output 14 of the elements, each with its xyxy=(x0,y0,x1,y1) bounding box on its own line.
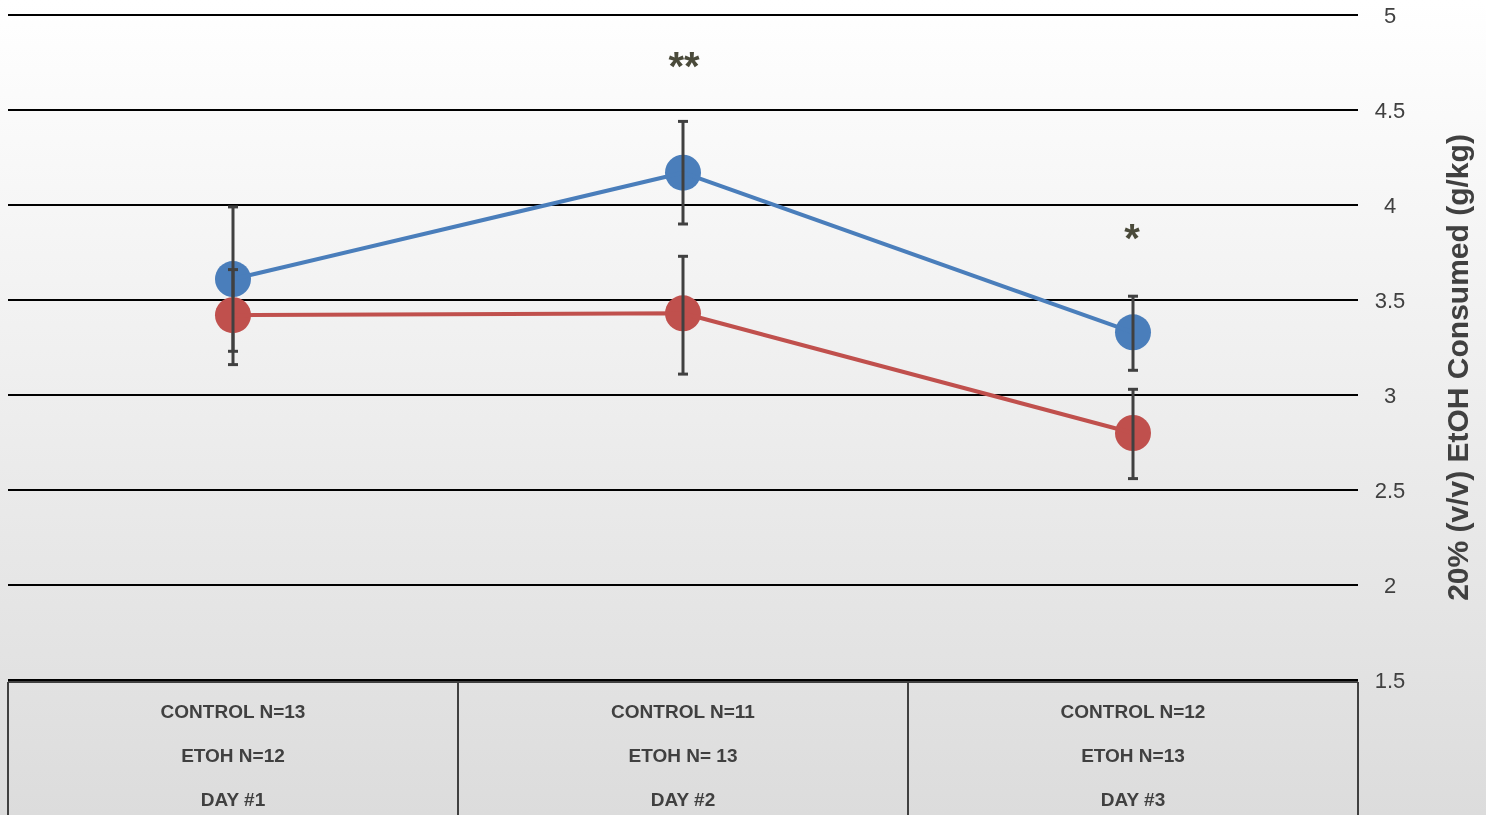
y-tick-label: 3.5 xyxy=(1374,287,1406,313)
category-label: CONTROL N=12 ETOH N=13 DAY #3 xyxy=(1060,701,1206,810)
y-tick-label: 4.5 xyxy=(1374,97,1406,123)
y-tick-label: 2 xyxy=(1383,572,1397,598)
y-tick-label: 5 xyxy=(1383,2,1397,28)
y-tick-label: 2.5 xyxy=(1374,477,1406,503)
annotation: ** xyxy=(668,44,700,88)
y-tick-label: 4 xyxy=(1383,192,1397,218)
annotation: * xyxy=(1124,216,1141,260)
category-label: CONTROL N=11 ETOH N= 13 DAY #2 xyxy=(611,701,755,810)
y-axis-title: 20% (v/v) EtOH Consumed (g/kg) xyxy=(1441,134,1474,601)
y-tick-label: 1.5 xyxy=(1374,667,1406,693)
y-tick-label: 3 xyxy=(1383,382,1397,408)
category-label: CONTROL N=13 ETOH N=12 DAY #1 xyxy=(160,701,306,810)
